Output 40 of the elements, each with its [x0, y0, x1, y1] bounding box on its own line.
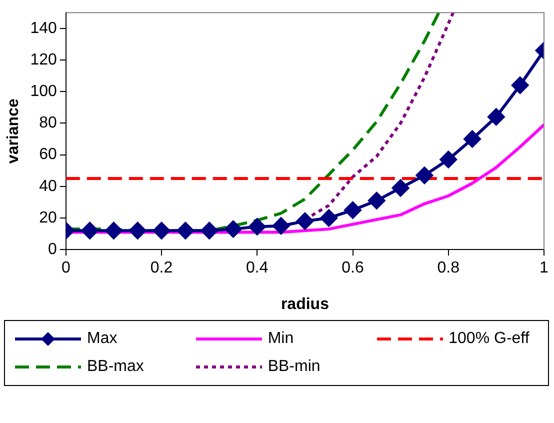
point	[368, 192, 386, 210]
y-tick-label: 140	[30, 20, 57, 37]
point	[512, 76, 529, 94]
x-axis-title: radius	[280, 296, 330, 313]
y-tick-label: 40	[39, 178, 57, 195]
x-tick-label: 1	[540, 260, 549, 277]
legend-label: 100% G-eff	[448, 330, 530, 348]
y-tick-label: 120	[30, 51, 57, 68]
point	[248, 218, 266, 236]
legend-label: BB-min	[268, 358, 320, 376]
point	[224, 220, 242, 238]
point	[488, 108, 505, 126]
point	[344, 202, 362, 219]
point	[440, 151, 457, 168]
point	[296, 212, 314, 230]
point	[392, 179, 410, 196]
y-tick-label: 60	[39, 146, 57, 164]
x-tick-label: 0	[61, 260, 70, 277]
y-tick-label: 80	[39, 114, 57, 132]
point	[200, 222, 218, 240]
legend-label: Max	[87, 330, 118, 348]
point	[272, 217, 290, 234]
point	[81, 222, 98, 240]
x-tick-label: 0.2	[150, 260, 173, 277]
y-tick-label: 20	[39, 209, 57, 226]
y-tick-label: 100	[30, 83, 57, 100]
x-tick-label: 0.8	[437, 260, 460, 277]
point	[416, 166, 433, 184]
x-tick-label: 0.6	[342, 260, 364, 277]
x-tick-label: 0.4	[246, 260, 268, 277]
y-axis-title: variance	[5, 98, 22, 164]
point	[176, 222, 194, 240]
y-tick-label: 0	[48, 241, 57, 258]
point	[153, 222, 170, 240]
legend-label: Min	[268, 330, 294, 348]
point	[464, 130, 481, 148]
point	[320, 210, 338, 226]
point	[105, 222, 122, 240]
point	[129, 222, 146, 240]
legend-label: BB-max	[87, 358, 144, 376]
